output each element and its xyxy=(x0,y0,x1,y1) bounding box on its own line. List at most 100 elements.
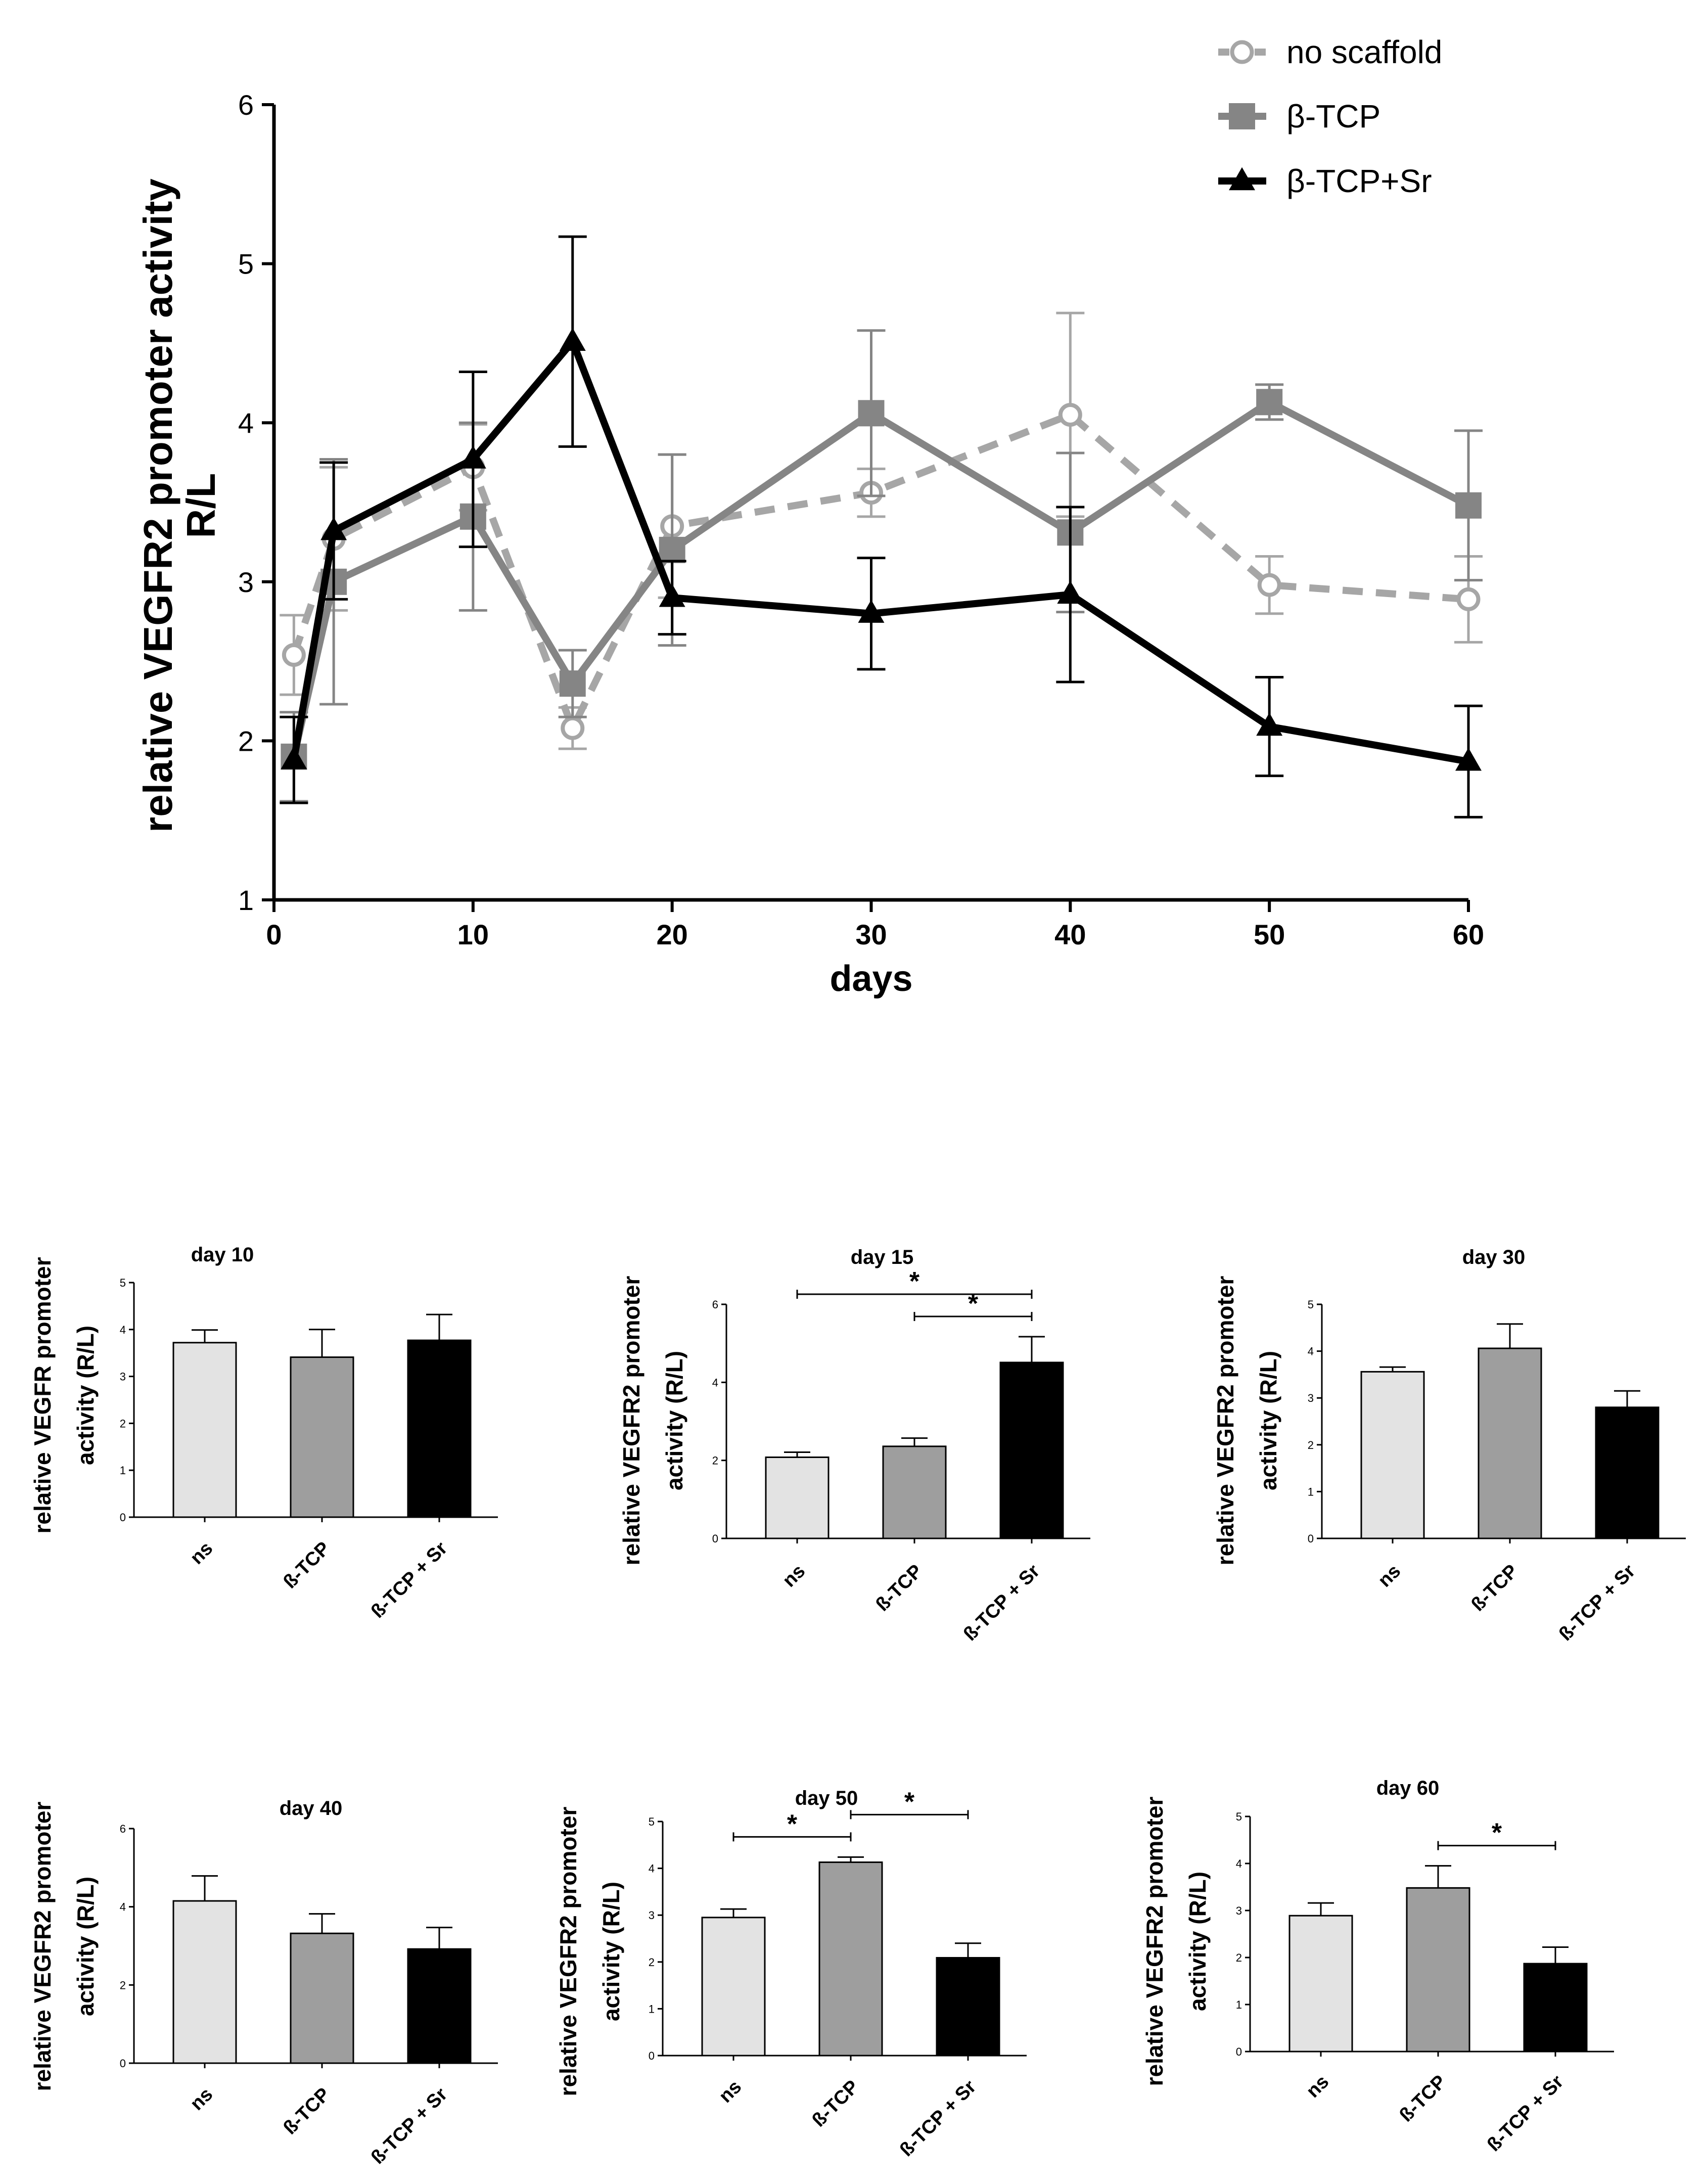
y-tick-label: 1 xyxy=(649,2003,655,2015)
panel-title: day 30 xyxy=(1462,1246,1526,1268)
y-axis-label: relative VEGFR2 promoter xyxy=(29,1802,56,2091)
y-axis-label: relative VEGFR2 promoter xyxy=(618,1276,644,1566)
y-axis-label: activity (R/L) xyxy=(1184,1872,1211,2011)
series-1 xyxy=(280,311,1483,750)
bar xyxy=(172,1900,237,2064)
y-tick-label: 4 xyxy=(1308,1345,1314,1358)
category-label: ß-TCP + Sr xyxy=(367,1538,451,1622)
y-tick-label: 0 xyxy=(1236,2045,1242,2058)
bar xyxy=(407,1339,472,1518)
y-tick-label: 0 xyxy=(120,1511,126,1524)
x-tick-label: 40 xyxy=(1054,919,1086,950)
legend-item: β-TCP+Sr xyxy=(1218,163,1432,199)
y-tick-label: 3 xyxy=(120,1371,126,1383)
x-tick-label: 60 xyxy=(1453,919,1484,950)
legend-marker xyxy=(1229,103,1255,129)
data-point xyxy=(459,445,486,469)
y-axis-label: relative VEGFR promoter xyxy=(29,1257,56,1533)
panel-title: day 40 xyxy=(280,1797,343,1819)
y-tick-label: 1 xyxy=(238,884,254,916)
bar-chart-day-10: 0 1 2 3 4 5 day 10 relative VEGFR promoter activ… xyxy=(29,1244,498,1622)
y-axis-label: relative VEGFR2 promoter xyxy=(1212,1276,1238,1566)
category-label: ß-TCP xyxy=(1396,2071,1451,2126)
series-2 xyxy=(280,329,1483,803)
significance-star: * xyxy=(968,1289,979,1318)
category-label: ns xyxy=(1374,1561,1405,1591)
data-point xyxy=(320,517,347,540)
bar xyxy=(290,1356,354,1518)
data-point xyxy=(1058,402,1082,427)
y-tick-label: 3 xyxy=(238,566,254,598)
x-tick-label: 10 xyxy=(457,919,489,950)
y-axis-label-unit: R/L xyxy=(178,473,223,538)
y-tick-label: 0 xyxy=(120,2057,126,2070)
y-tick-label: 5 xyxy=(1236,1810,1242,1823)
data-point xyxy=(282,643,306,667)
x-tick-label: 50 xyxy=(1254,919,1285,950)
y-tick-label: 5 xyxy=(238,248,254,280)
y-tick-label: 1 xyxy=(120,1464,126,1477)
category-label: ß-TCP + Sr xyxy=(367,2084,451,2168)
significance-star: * xyxy=(1492,1818,1502,1848)
y-axis-label: activity (R/L) xyxy=(72,1326,99,1465)
legend-marker xyxy=(1230,40,1254,64)
y-tick-label: 4 xyxy=(712,1376,718,1389)
data-point xyxy=(858,600,885,623)
bar xyxy=(172,1342,237,1518)
significance-star: * xyxy=(787,1809,798,1839)
bar-chart-day-30: 0 1 2 3 4 5 day 30 relative VEGFR2 promoter acti… xyxy=(1212,1246,1686,1645)
data-point xyxy=(858,400,885,427)
category-label: ns xyxy=(186,1538,217,1569)
y-tick-label: 5 xyxy=(1308,1298,1314,1311)
y-tick-label: 2 xyxy=(120,1979,126,1991)
panel-title: day 60 xyxy=(1376,1777,1440,1799)
bar xyxy=(882,1445,947,1539)
category-label: ß-TCP xyxy=(280,2084,335,2139)
series-3 xyxy=(280,235,1483,818)
y-axis-label: relative VEGFR2 promoter xyxy=(1141,1797,1168,2086)
y-tick-label: 0 xyxy=(1308,1532,1314,1545)
y-tick-label: 3 xyxy=(649,1909,655,1922)
category-label: ns xyxy=(1302,2071,1333,2102)
y-tick-label: 4 xyxy=(238,407,254,439)
y-tick-label: 0 xyxy=(649,2050,655,2062)
data-point xyxy=(1455,747,1482,771)
category-label: ns xyxy=(715,2076,746,2107)
category-label: ß-TCP xyxy=(808,2076,863,2131)
y-axis-label: relative VEGFR2 promoter activity xyxy=(135,178,180,833)
y-tick-label: 2 xyxy=(649,1956,655,1969)
data-point xyxy=(1256,389,1283,416)
legend-label: no scaffold xyxy=(1286,34,1442,70)
bar xyxy=(1360,1371,1425,1539)
data-point xyxy=(559,328,586,351)
line-chart: 0 10 20 30 40 50 60 1 2 3 4 5 6 days relative VEGFR2 p… xyxy=(135,34,1484,999)
bar xyxy=(407,1948,472,2064)
data-point xyxy=(1257,573,1281,597)
x-tick-label: 0 xyxy=(266,919,282,950)
y-tick-label: 1 xyxy=(1236,1998,1242,2011)
y-tick-label: 3 xyxy=(1236,1904,1242,1917)
category-label: ß-TCP xyxy=(280,1538,335,1593)
y-tick-label: 2 xyxy=(120,1417,126,1430)
y-tick-label: 4 xyxy=(120,1324,126,1336)
panel-title: day 10 xyxy=(191,1244,254,1266)
bar xyxy=(701,1917,766,2057)
legend-label: β-TCP+Sr xyxy=(1286,163,1432,199)
data-point xyxy=(1455,492,1482,519)
bar xyxy=(1288,1915,1353,2053)
category-label: ß-TCP + Sr xyxy=(1555,1561,1639,1645)
y-tick-label: 2 xyxy=(712,1454,718,1467)
y-tick-label: 6 xyxy=(120,1823,126,1835)
significance-star: * xyxy=(909,1267,920,1296)
category-label: ns xyxy=(778,1561,809,1591)
data-point xyxy=(1057,580,1084,604)
data-point xyxy=(659,536,685,563)
y-tick-label: 5 xyxy=(649,1815,655,1828)
y-tick-label: 2 xyxy=(238,725,254,757)
y-tick-label: 6 xyxy=(712,1298,718,1311)
x-axis-label: days xyxy=(830,959,912,999)
x-tick-label: 20 xyxy=(657,919,688,950)
y-tick-label: 4 xyxy=(120,1901,126,1914)
